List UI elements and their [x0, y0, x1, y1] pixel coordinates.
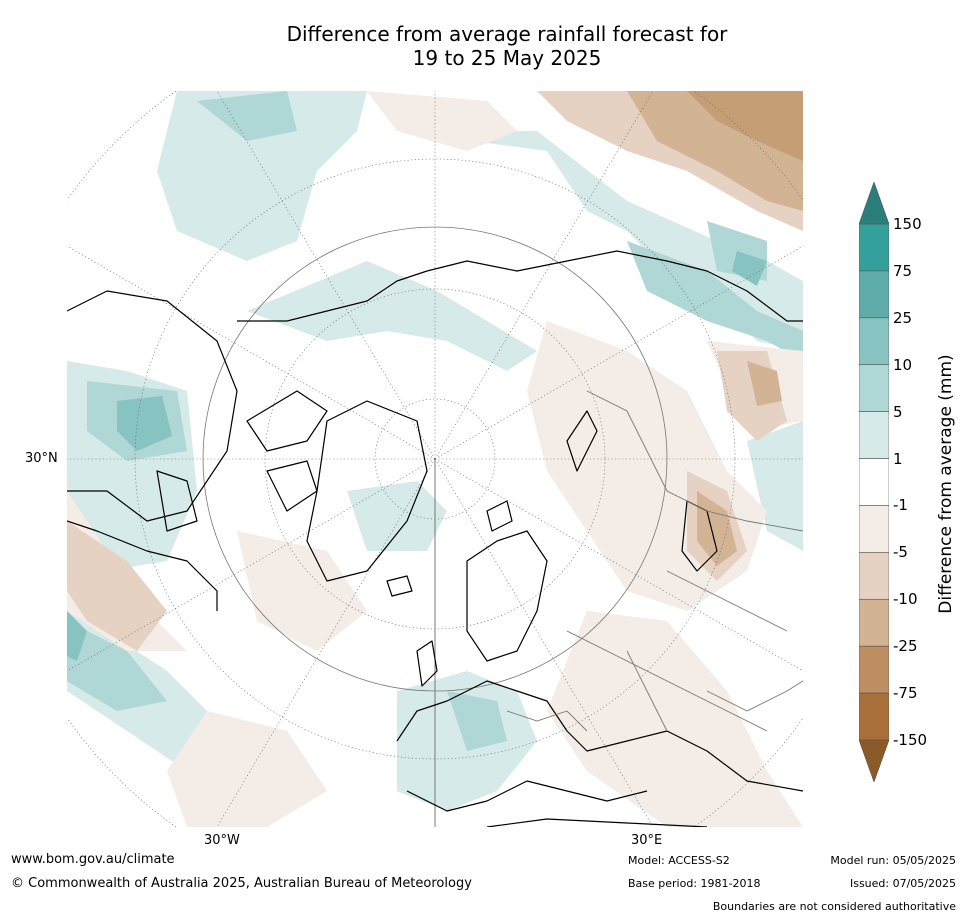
colorbar-tick-label: 10 — [893, 355, 913, 374]
drier-darkest-areas — [687, 91, 803, 161]
colorbar-segment — [859, 270, 889, 319]
colorbar-tick-label: 75 — [893, 261, 913, 280]
colorbar-bottom-arrow — [859, 739, 889, 782]
footer-model: Model: ACCESS-S2 — [628, 854, 730, 867]
colorbar-segment — [859, 598, 889, 647]
colorbar — [859, 182, 889, 782]
latitude-label-30n: 30°N — [25, 451, 58, 466]
colorbar-segment — [859, 317, 889, 366]
colorbar-tick-label: 5 — [893, 402, 903, 421]
colorbar-segment — [859, 645, 889, 694]
colorbar-segment — [859, 505, 889, 553]
colorbar-segment — [859, 364, 889, 412]
coastlines — [67, 250, 803, 827]
colorbar-title: Difference from average (mm) — [936, 354, 956, 614]
colorbar-tick-label: -25 — [893, 637, 918, 656]
footer-copyright: © Commonwealth of Australia 2025, Austra… — [11, 876, 472, 891]
colorbar-tick-label: -10 — [893, 590, 918, 609]
colorbar-tick-label: 150 — [893, 215, 922, 233]
chart-title-line-2: 19 to 25 May 2025 — [412, 46, 602, 70]
colorbar-tick-label: -75 — [893, 684, 918, 703]
chart-title-line-1: Difference from average rainfall forecas… — [286, 22, 728, 46]
footer-model-run: Model run: 05/05/2025 — [830, 854, 956, 867]
rainfall-map — [67, 91, 803, 827]
colorbar-tick-label: -5 — [893, 543, 908, 562]
colorbar-segment — [859, 223, 889, 272]
colorbar-tick-label: 1 — [893, 449, 903, 468]
footer-website: www.bom.gov.au/climate — [11, 852, 175, 867]
country-borders — [506, 390, 803, 732]
colorbar-tick-label: 25 — [893, 308, 913, 327]
longitude-label-30w: 30°W — [204, 833, 240, 848]
colorbar-segment — [859, 552, 889, 600]
meridian-solid — [202, 226, 668, 827]
colorbar-segment — [859, 411, 889, 459]
colorbar-tick-label: -1 — [893, 496, 908, 515]
graticule — [67, 91, 803, 827]
colorbar-segment — [859, 458, 889, 506]
footer-base-period: Base period: 1981-2018 — [628, 877, 761, 890]
colorbar-segment — [859, 692, 889, 741]
footer-issued: Issued: 07/05/2025 — [849, 877, 956, 890]
colorbar-top-arrow — [859, 182, 889, 225]
wetter-strong-areas — [67, 251, 767, 661]
footer-disclaimer: Boundaries are not considered authoritat… — [712, 900, 956, 913]
longitude-label-30e: 30°E — [631, 833, 663, 848]
colorbar-tick-label: -150 — [893, 731, 928, 749]
